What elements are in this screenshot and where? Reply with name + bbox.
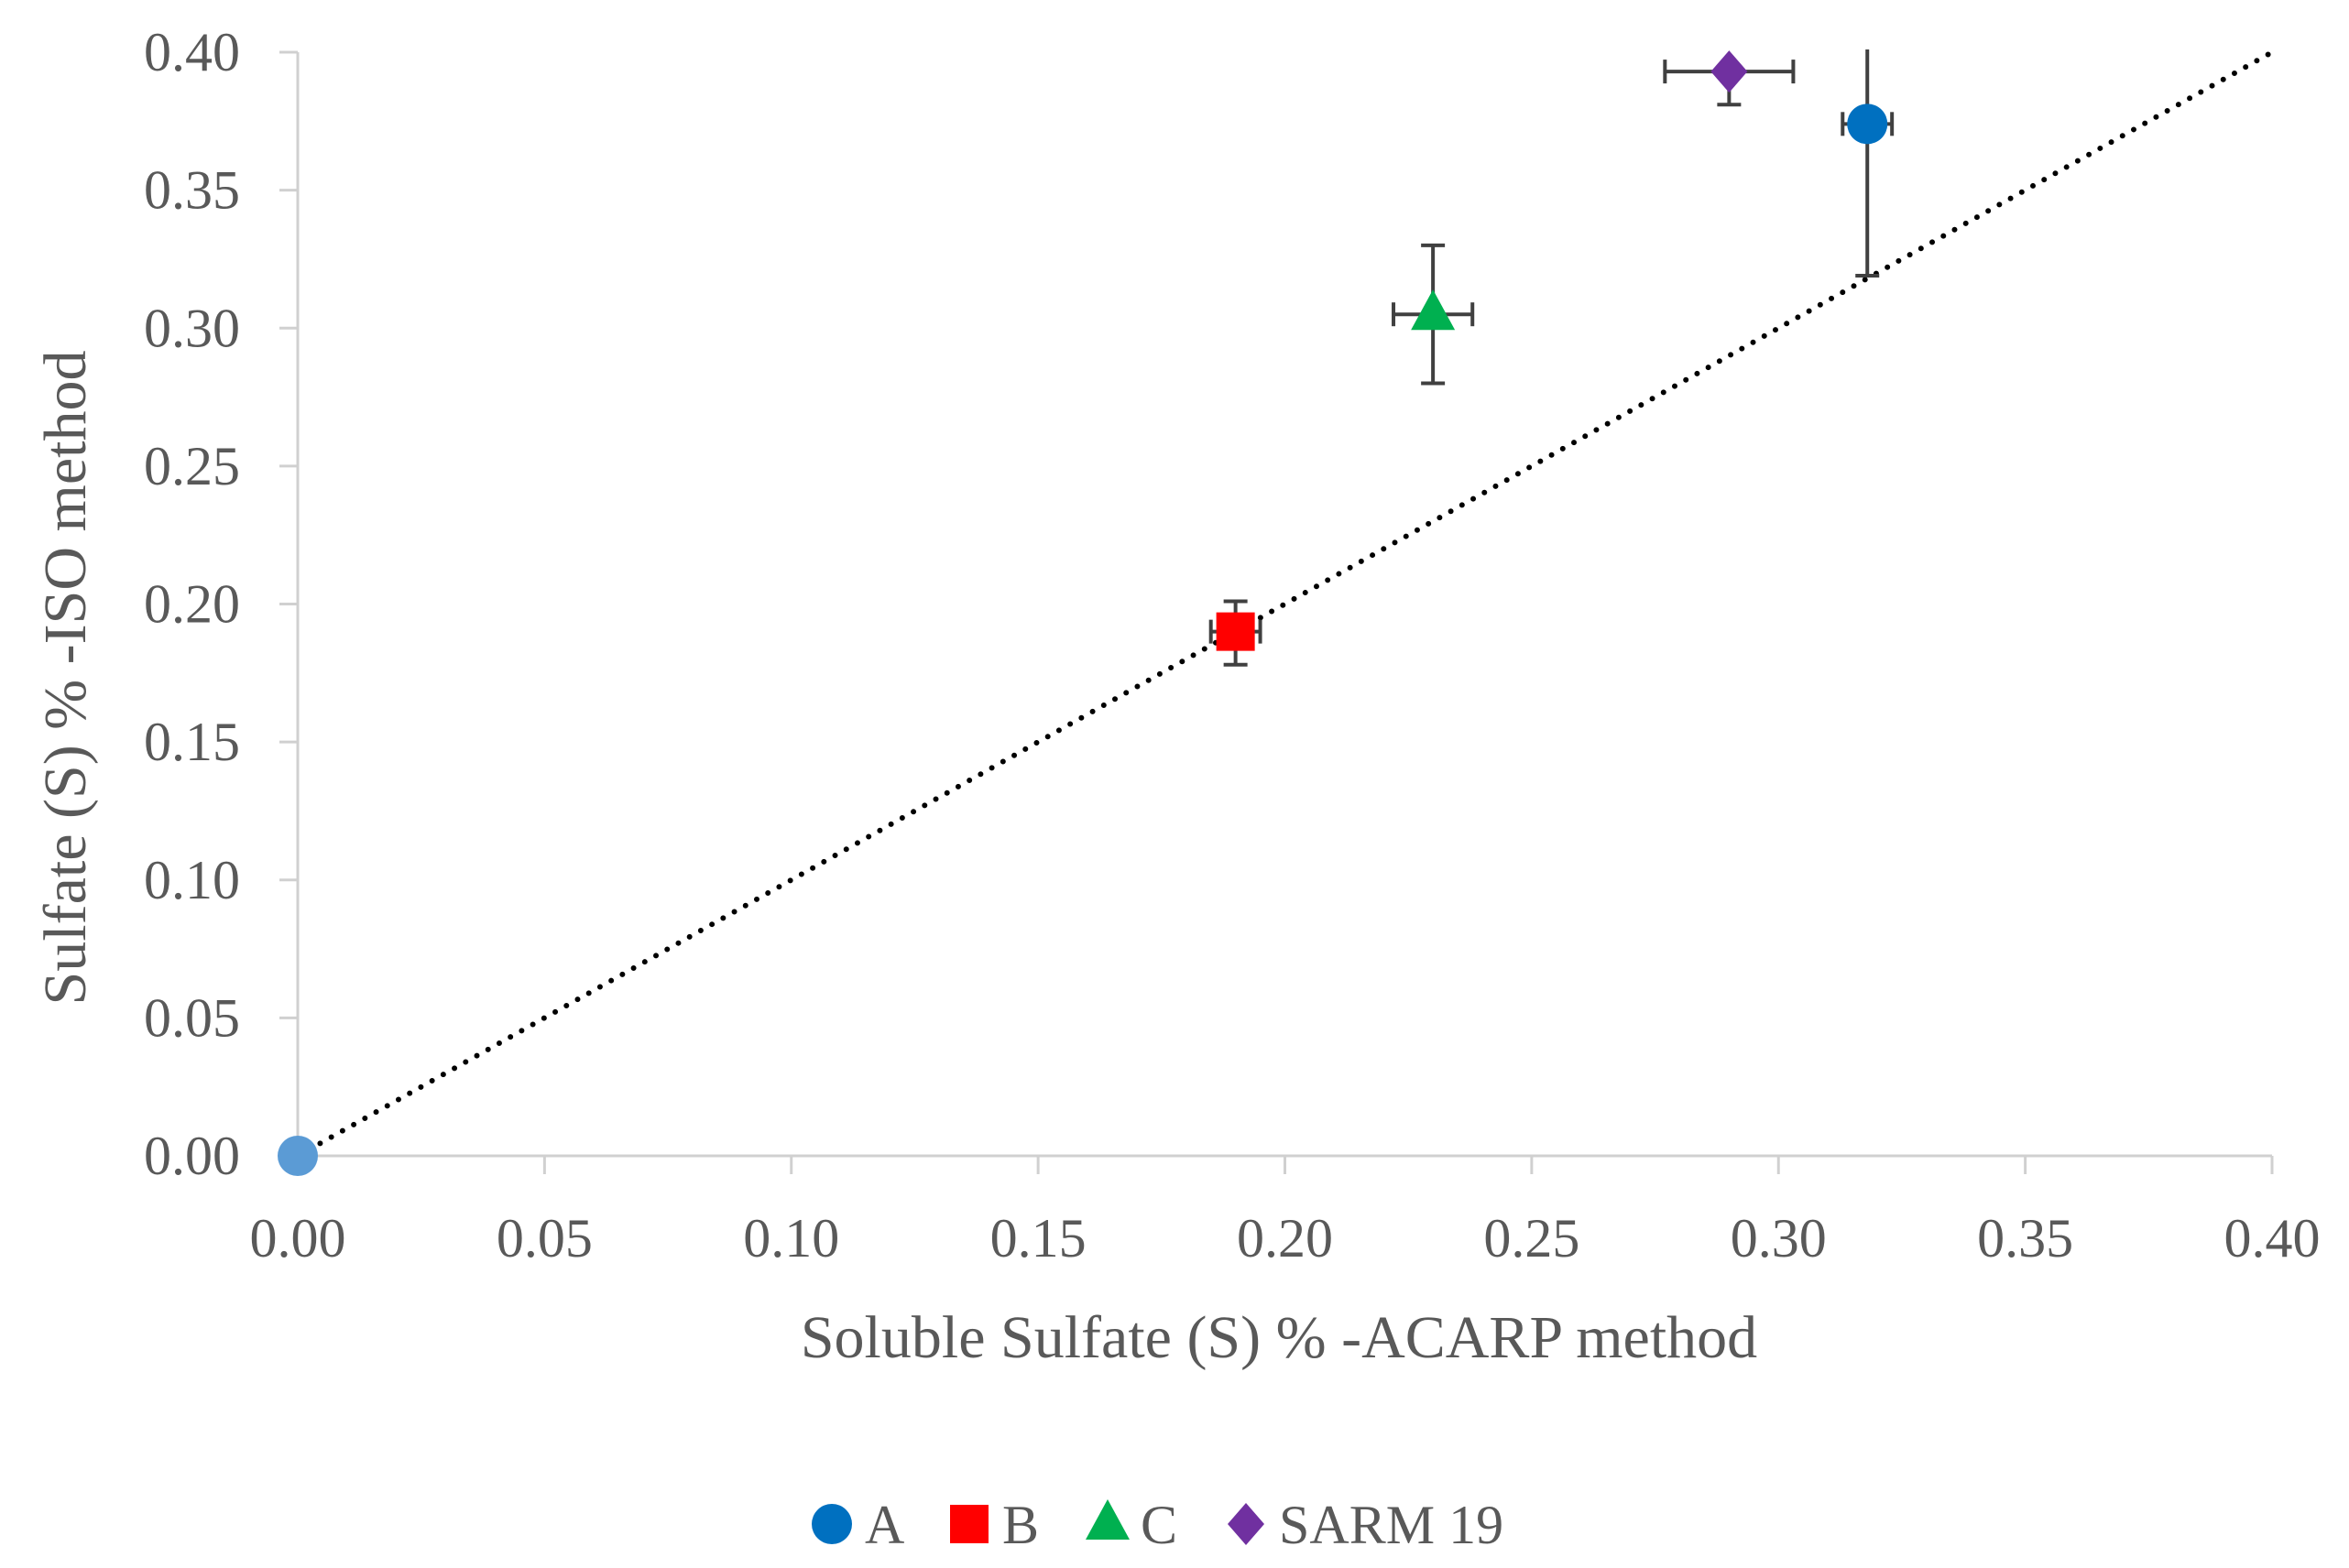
x-tick-label: 0.00	[250, 1208, 346, 1269]
error-bars	[1208, 49, 1895, 667]
legend-label: C	[1141, 1495, 1177, 1555]
x-tick-label: 0.15	[990, 1208, 1087, 1269]
y-tick-label: 0.20	[144, 574, 240, 635]
y-tick-label: 0.10	[144, 850, 240, 910]
y-tick-label: 0.00	[144, 1126, 240, 1186]
data-point-c	[1411, 289, 1456, 331]
reference-line	[295, 49, 2275, 1159]
data-point-a	[1847, 103, 1888, 145]
legend-marker-sarm-19	[1228, 1503, 1264, 1545]
x-axis-title: Soluble Sulfate (S) % -ACARP method	[801, 1304, 1757, 1371]
x-tick-label: 0.40	[2224, 1208, 2321, 1269]
y-tick-label: 0.30	[144, 298, 240, 358]
x-tick-label: 0.25	[1483, 1208, 1579, 1269]
y-tick-label: 0.40	[144, 22, 240, 82]
y-tick-label: 0.35	[144, 160, 240, 221]
x-tick-label: 0.30	[1731, 1208, 1827, 1269]
legend-marker-b	[950, 1505, 989, 1543]
legend-marker-c	[1086, 1499, 1130, 1540]
axes	[279, 50, 2274, 1174]
y-tick-label: 0.15	[144, 712, 240, 772]
data-point-b	[1216, 612, 1255, 651]
tick-labels: 0.00 0.05 0.10 0.15 0.20 0.25 0.30 0.35 0.40 0.00…	[144, 22, 2321, 1269]
y-tick-label: 0.25	[144, 436, 240, 496]
y-axis-title: Sulfate (S) % -ISO method	[32, 351, 99, 1006]
legend-label: SARM 19	[1279, 1495, 1503, 1555]
legend-marker-a	[812, 1504, 852, 1544]
y-tick-label: 0.05	[144, 987, 240, 1048]
legend: A B C SARM 19	[812, 1495, 1503, 1555]
legend-label: A	[865, 1495, 904, 1555]
dotted-reference-line	[295, 49, 2275, 1159]
data-point-sarm-19	[1710, 50, 1748, 93]
x-tick-label: 0.10	[743, 1208, 839, 1269]
data-point-origin	[278, 1136, 318, 1176]
x-tick-label: 0.35	[1977, 1208, 2073, 1269]
x-tick-label: 0.05	[497, 1208, 593, 1269]
data-points	[278, 50, 1888, 1176]
legend-label: B	[1002, 1495, 1039, 1555]
x-tick-label: 0.20	[1237, 1208, 1333, 1269]
